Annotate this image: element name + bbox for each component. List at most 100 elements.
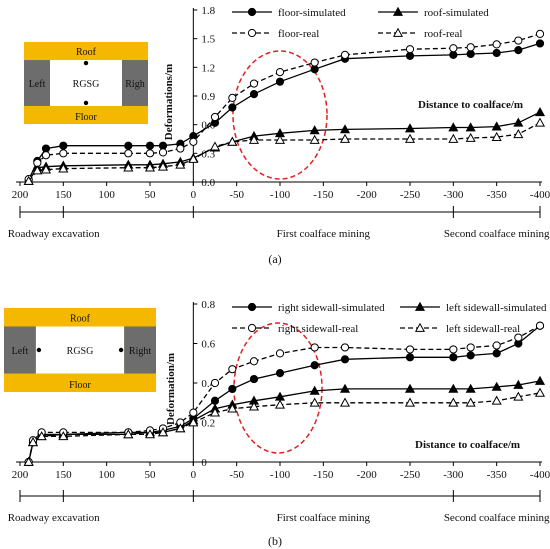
data-point — [310, 343, 319, 352]
data-point — [392, 27, 404, 37]
roadway-schematic: Roof Floor RGSG Left Righ — [24, 42, 148, 124]
schematic-floor-point — [83, 100, 89, 106]
legend-label: floor-real — [278, 28, 319, 40]
legend-label: left sidewall-simulated — [446, 302, 547, 314]
schematic-left-pillar — [24, 60, 51, 106]
data-point — [188, 417, 199, 427]
stage-label: First coalface mining — [277, 228, 371, 240]
data-point — [209, 141, 221, 151]
legend-label: roof-real — [424, 28, 462, 40]
data-point — [514, 46, 523, 55]
data-point — [249, 374, 259, 384]
y-axis-label: Deformations/m — [163, 64, 175, 140]
data-point — [513, 391, 524, 401]
data-point — [534, 387, 546, 397]
stage-bracket: Roadway excavation First coalface mining S… — [8, 490, 550, 524]
data-point — [228, 103, 237, 112]
data-point — [492, 40, 501, 49]
schematic-left-label: Left — [12, 346, 29, 357]
schematic-right-point — [118, 347, 124, 353]
data-point — [144, 162, 156, 172]
data-point — [248, 401, 260, 411]
data-point — [405, 51, 415, 60]
schematic-roof-point — [83, 60, 89, 66]
data-point — [449, 44, 458, 53]
data-point — [123, 162, 134, 172]
x-tick-label: -400 — [530, 469, 550, 481]
data-point — [58, 431, 69, 441]
schematic-right-label: Righ — [125, 79, 144, 90]
data-point — [248, 134, 260, 144]
x-tick-label: 0 — [191, 189, 197, 201]
schematic-center-label: RGSG — [67, 346, 94, 357]
schematic-opening — [35, 326, 125, 374]
data-point — [247, 302, 257, 312]
data-point — [448, 122, 459, 132]
x-tick-label: 50 — [145, 469, 157, 481]
x-tick-label: 100 — [98, 189, 115, 201]
data-point — [465, 383, 476, 393]
data-point — [275, 369, 285, 378]
y-tick-label: 1.8 — [201, 5, 215, 17]
y-tick-label: 0.0 — [201, 177, 215, 189]
legend-entry: roof-simulated — [378, 6, 489, 19]
data-point — [123, 429, 134, 439]
data-point — [466, 343, 475, 352]
data-point — [405, 45, 415, 54]
data-point — [310, 58, 319, 67]
data-point — [340, 50, 350, 60]
data-point — [40, 164, 52, 174]
data-point — [176, 144, 185, 153]
data-point — [404, 397, 416, 407]
data-point — [189, 137, 198, 146]
series-roof-real — [23, 117, 546, 185]
schematic-right-pillar — [121, 60, 148, 106]
data-point — [274, 134, 286, 144]
data-point — [448, 397, 459, 407]
x-tick-label: -50 — [229, 469, 244, 481]
x-tick-label: -50 — [229, 189, 244, 201]
x-tick-label: 200 — [12, 189, 29, 201]
data-point — [247, 323, 257, 333]
schematic-opening — [50, 60, 122, 106]
data-point — [309, 134, 320, 144]
x-tick-label: -400 — [530, 189, 550, 201]
data-point — [228, 93, 237, 103]
highlight-ellipse — [233, 322, 323, 454]
data-point — [145, 149, 155, 158]
schematic-floor-label: Floor — [69, 380, 91, 391]
panel-caption: (b) — [268, 534, 282, 548]
schematic-roof-label: Roof — [70, 313, 91, 324]
series-line — [28, 392, 541, 463]
x-tick-label: 50 — [145, 189, 157, 201]
data-point — [492, 349, 501, 358]
stage-bracket: Roadway excavation First coalface mining S… — [8, 206, 550, 240]
data-point — [227, 403, 238, 413]
data-point — [340, 355, 350, 364]
stage-label: Roadway excavation — [8, 228, 100, 240]
data-point — [514, 333, 523, 342]
data-point — [175, 423, 186, 433]
data-point — [275, 68, 285, 77]
data-point — [157, 161, 169, 171]
y-tick-label: 0.2 — [201, 418, 215, 430]
data-point — [210, 378, 220, 388]
roadway-schematic: Roof Floor RGSG Left Right — [4, 308, 156, 392]
series-floor-real — [24, 29, 545, 184]
x-tick-label: 150 — [55, 189, 72, 201]
data-point — [189, 408, 198, 417]
y-tick-label: 1.2 — [201, 62, 215, 74]
data-point — [27, 437, 39, 447]
data-point — [249, 79, 259, 88]
series-left-sidewall-real — [23, 387, 546, 466]
data-point — [340, 343, 350, 352]
data-point — [210, 112, 220, 122]
x-tick-label: -150 — [313, 189, 334, 201]
data-point — [414, 322, 426, 332]
data-point — [158, 141, 168, 150]
data-point — [275, 349, 285, 358]
legend-label: right sidewall-simulated — [278, 302, 385, 314]
data-point — [227, 136, 238, 146]
legend-entry: floor-simulated — [232, 7, 346, 19]
legend-entry: right sidewall-real — [232, 323, 358, 335]
